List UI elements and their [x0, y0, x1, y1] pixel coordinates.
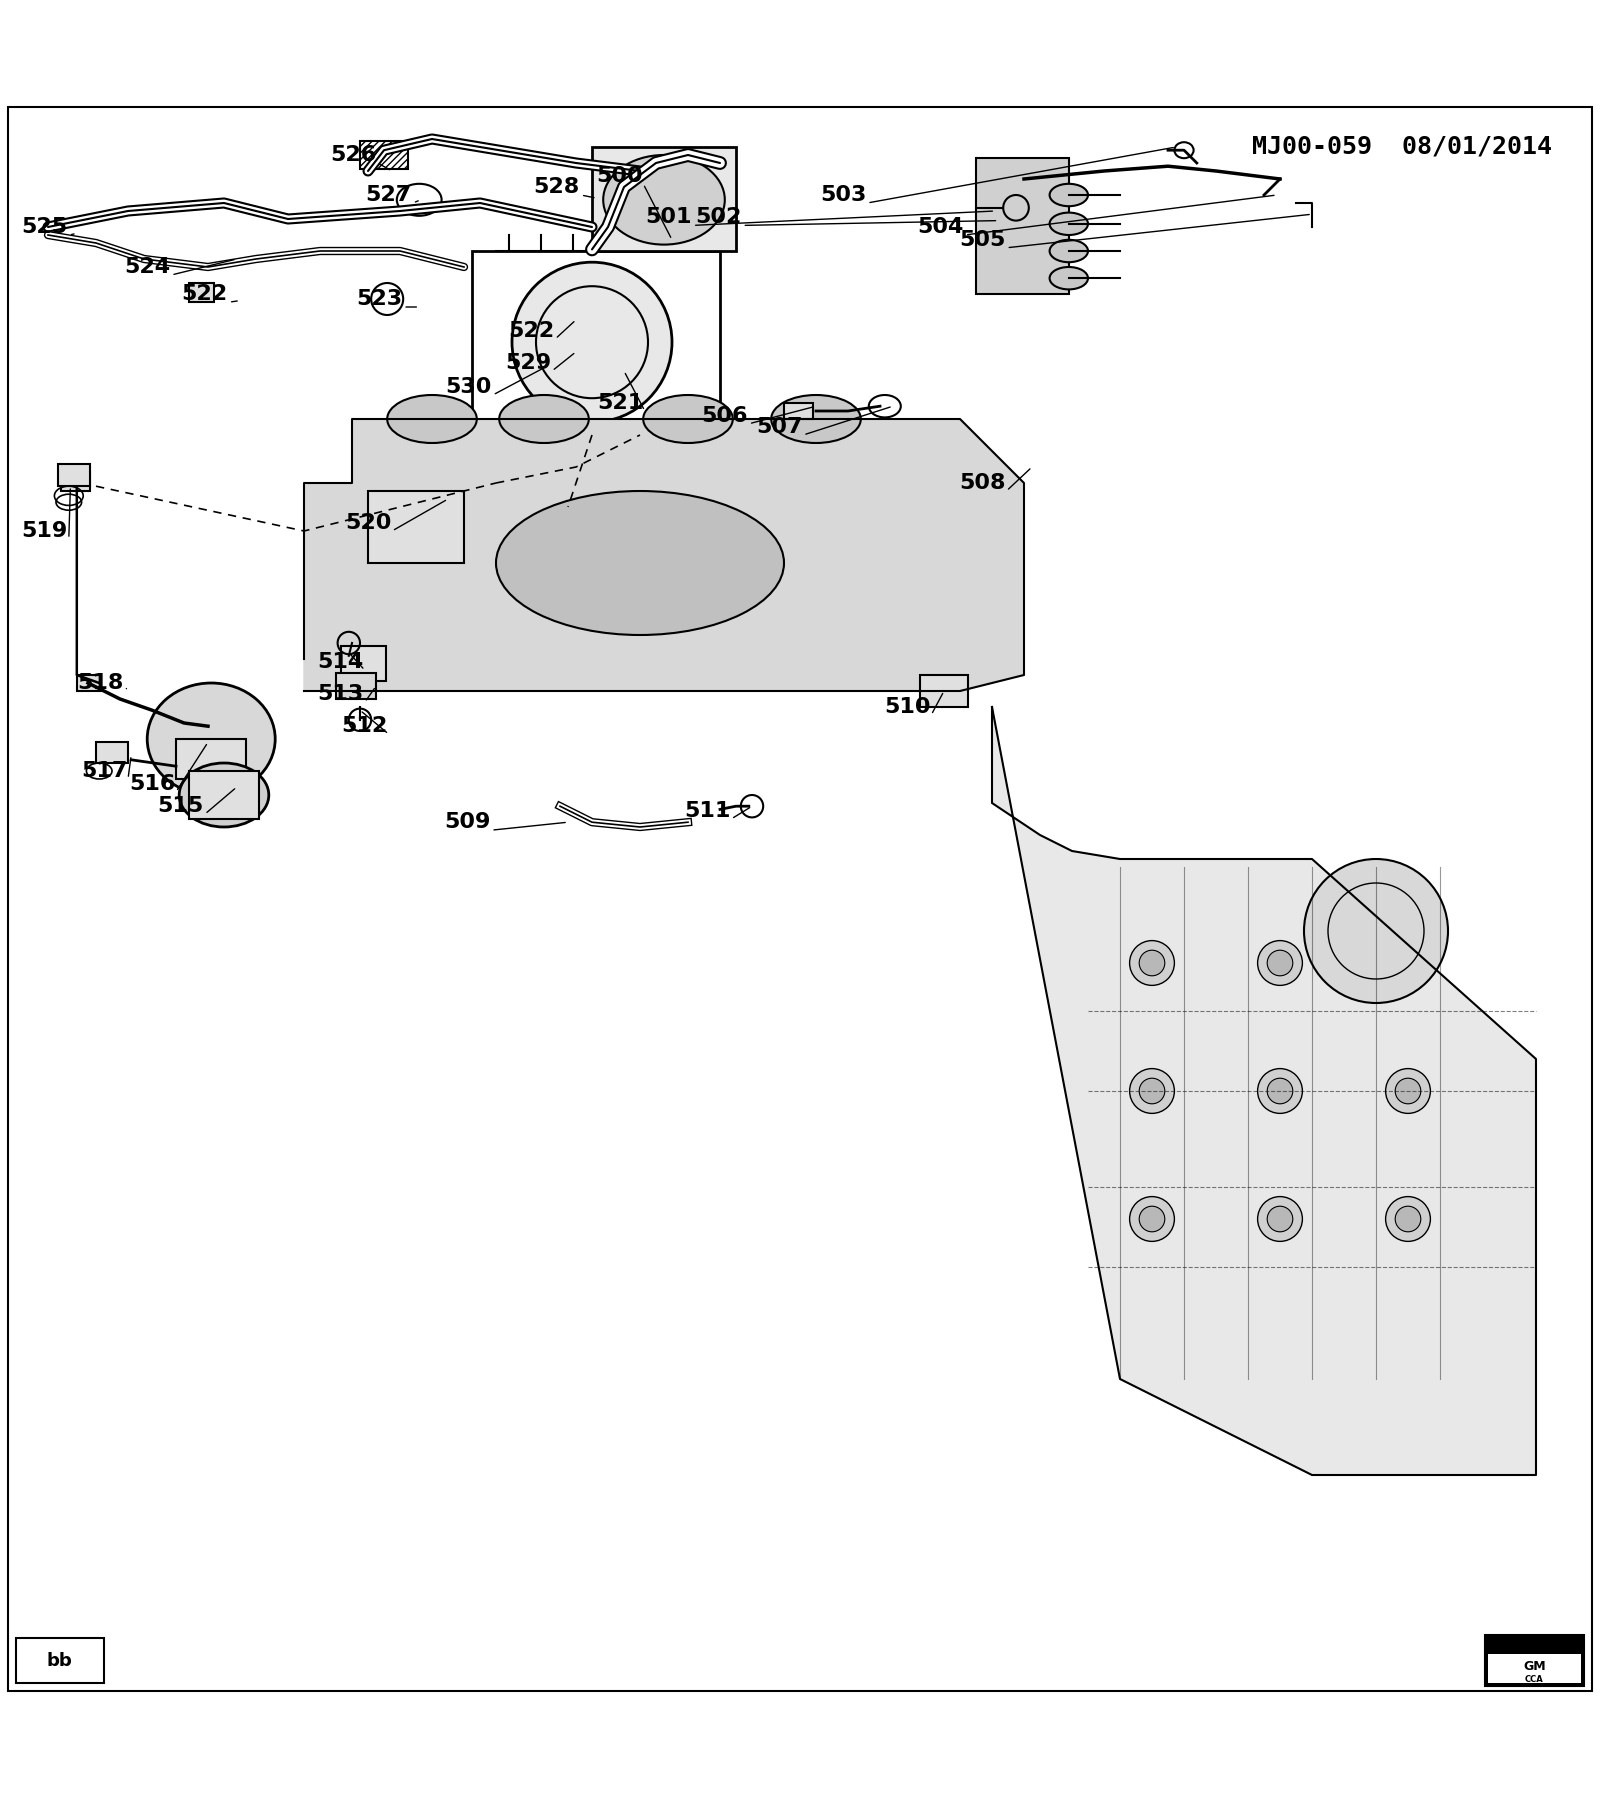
Ellipse shape — [1395, 949, 1421, 976]
Text: 503: 503 — [821, 185, 866, 205]
Bar — [784, 403, 813, 419]
Bar — [1485, 1634, 1584, 1687]
Text: 520: 520 — [346, 512, 390, 532]
Ellipse shape — [1258, 1068, 1302, 1113]
Text: 529: 529 — [506, 352, 550, 372]
Bar — [16, 1638, 104, 1683]
Ellipse shape — [1258, 1197, 1302, 1241]
Text: 513: 513 — [318, 685, 363, 705]
Text: 500: 500 — [595, 165, 643, 185]
Text: 504: 504 — [918, 218, 963, 237]
Ellipse shape — [1050, 239, 1088, 263]
Text: 515: 515 — [158, 797, 203, 816]
Ellipse shape — [1050, 212, 1088, 236]
Bar — [976, 158, 1069, 295]
Text: 530: 530 — [446, 378, 491, 397]
Bar — [189, 771, 259, 820]
Text: 525: 525 — [22, 218, 67, 237]
Bar — [1488, 1654, 1581, 1683]
Ellipse shape — [1139, 1079, 1165, 1104]
Text: 510: 510 — [883, 698, 931, 717]
Bar — [96, 743, 128, 762]
Text: 528: 528 — [534, 176, 579, 198]
Ellipse shape — [771, 396, 861, 442]
Bar — [176, 739, 246, 779]
Ellipse shape — [1304, 859, 1448, 1003]
Text: 526: 526 — [331, 146, 376, 165]
Ellipse shape — [1130, 1197, 1174, 1241]
Text: CCA: CCA — [1525, 1676, 1544, 1685]
Ellipse shape — [1050, 183, 1088, 207]
Text: 527: 527 — [366, 185, 411, 205]
Text: 501: 501 — [645, 207, 693, 227]
Ellipse shape — [1139, 1206, 1165, 1232]
Text: GM: GM — [1523, 1661, 1546, 1674]
Ellipse shape — [643, 396, 733, 442]
Bar — [341, 645, 386, 681]
Text: 507: 507 — [755, 417, 803, 437]
Ellipse shape — [179, 762, 269, 827]
Text: 524: 524 — [125, 257, 170, 277]
Polygon shape — [992, 707, 1536, 1474]
Text: 509: 509 — [445, 813, 490, 832]
Bar — [368, 491, 464, 563]
Text: 521: 521 — [598, 394, 643, 414]
Text: 523: 523 — [357, 289, 402, 309]
Text: bb: bb — [46, 1652, 72, 1670]
Ellipse shape — [1267, 1206, 1293, 1232]
Text: 506: 506 — [701, 406, 749, 426]
Ellipse shape — [1050, 266, 1088, 289]
Bar — [592, 147, 736, 252]
Ellipse shape — [1267, 1079, 1293, 1104]
Text: 516: 516 — [130, 773, 174, 793]
Text: 511: 511 — [685, 800, 730, 822]
Bar — [336, 674, 376, 699]
Text: 522: 522 — [509, 322, 554, 342]
Bar — [58, 464, 90, 485]
Ellipse shape — [1395, 1206, 1421, 1232]
Ellipse shape — [387, 396, 477, 442]
Bar — [360, 140, 408, 169]
Ellipse shape — [512, 263, 672, 423]
Ellipse shape — [1139, 949, 1165, 976]
Ellipse shape — [603, 155, 725, 245]
Text: 517: 517 — [82, 761, 126, 780]
Text: 522: 522 — [182, 284, 227, 304]
Bar — [920, 674, 968, 707]
Ellipse shape — [147, 683, 275, 795]
Ellipse shape — [496, 491, 784, 635]
Ellipse shape — [1386, 1197, 1430, 1241]
Bar — [77, 674, 101, 690]
Text: MJ00-059  08/01/2014: MJ00-059 08/01/2014 — [1251, 135, 1552, 158]
Polygon shape — [304, 419, 1024, 690]
Ellipse shape — [1395, 1079, 1421, 1104]
Bar — [61, 471, 90, 491]
Ellipse shape — [1267, 949, 1293, 976]
Ellipse shape — [1386, 940, 1430, 985]
Ellipse shape — [499, 396, 589, 442]
Ellipse shape — [1130, 1068, 1174, 1113]
Ellipse shape — [1130, 940, 1174, 985]
Bar — [189, 282, 214, 302]
Ellipse shape — [1386, 1068, 1430, 1113]
Ellipse shape — [1258, 940, 1302, 985]
Text: 502: 502 — [696, 207, 741, 227]
Text: 505: 505 — [960, 230, 1005, 250]
Text: 512: 512 — [342, 716, 387, 735]
Bar — [472, 252, 720, 435]
Text: 519: 519 — [22, 521, 67, 541]
Text: 508: 508 — [958, 473, 1006, 493]
Text: 514: 514 — [318, 653, 363, 672]
Text: 518: 518 — [78, 672, 123, 692]
